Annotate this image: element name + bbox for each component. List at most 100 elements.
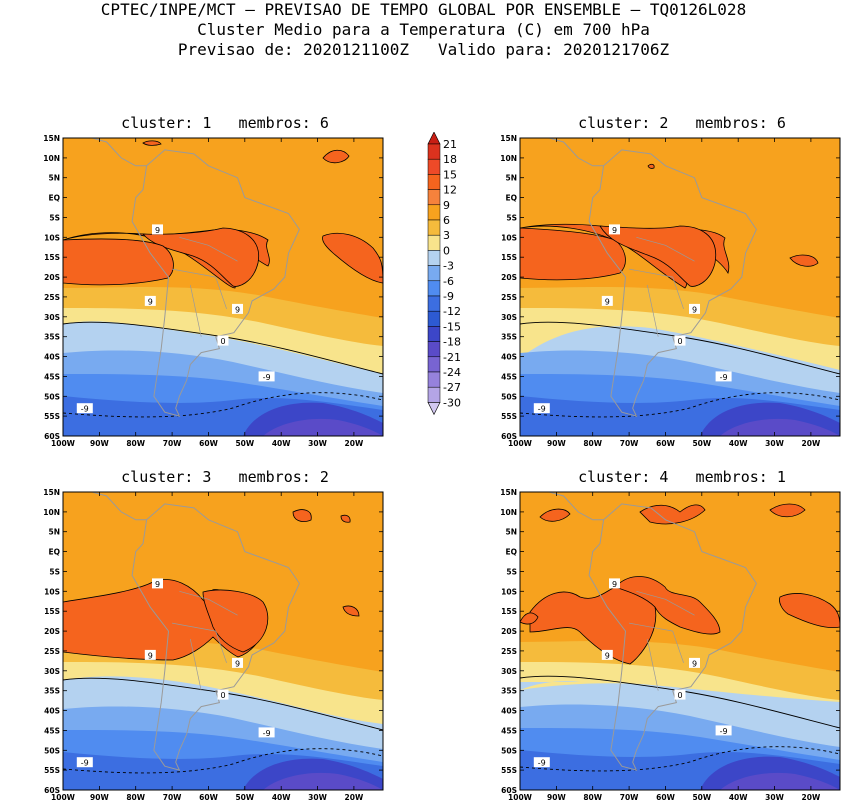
- colorbar-label: 6: [443, 214, 450, 227]
- lat-label: 35S: [44, 687, 60, 696]
- lon-label: 80W: [583, 793, 602, 802]
- contour-line-minus9: [63, 392, 383, 418]
- lat-label: 55S: [44, 766, 60, 775]
- contour-region-9: [142, 227, 260, 287]
- lat-label: 30S: [44, 667, 60, 676]
- contour-label: 0: [677, 337, 682, 346]
- contour-label-bg: [601, 295, 613, 306]
- contour-label-bg: [609, 578, 620, 589]
- lon-label: 30W: [308, 439, 327, 448]
- lat-label: 10N: [500, 508, 517, 517]
- contour-label: 9: [612, 226, 617, 235]
- contour-label: -9: [720, 373, 728, 382]
- lat-label: 50S: [501, 392, 517, 401]
- map-panel-1: 9 9 9 0 -9 -9 15N 10N 5N EQ 5S 10S 15S 20S 25S 30S 35S 40…: [43, 134, 384, 448]
- lat-label: 15S: [501, 607, 517, 616]
- contour-label: -9: [538, 759, 546, 768]
- lat-label: 5S: [49, 568, 60, 577]
- contour-label-bg: [152, 578, 163, 589]
- lat-label: EQ: [506, 548, 518, 557]
- contour-label-bg: [232, 657, 243, 668]
- field-band-minus15to-18: [263, 418, 383, 436]
- contour-label: 0: [220, 337, 225, 346]
- contour-label: -9: [263, 729, 271, 738]
- lon-label: 40W: [729, 793, 748, 802]
- lat-label: 20S: [44, 273, 60, 282]
- lon-label: 40W: [272, 439, 291, 448]
- map-title-line-1: CPTEC/INPE/MCT – PREVISAO DE TEMPO GLOBA…: [100, 0, 747, 19]
- lat-label: 55S: [501, 412, 517, 421]
- colorbar-swatch: [427, 219, 441, 236]
- lon-label: 70W: [620, 793, 639, 802]
- lat-label: 15S: [44, 253, 60, 262]
- lat-label: 10S: [501, 587, 517, 596]
- contour-line-minus9: [520, 746, 840, 772]
- coastline-central-america: [91, 138, 147, 167]
- contour-region-9: [322, 232, 383, 284]
- lat-label: 10N: [43, 154, 60, 163]
- colorbar-label: 21: [443, 138, 457, 151]
- colorbar-swatch: [427, 234, 441, 251]
- contour-region-9: [340, 514, 351, 523]
- lat-label: 35S: [501, 333, 517, 342]
- lon-label: 50W: [692, 793, 711, 802]
- lat-label: 5N: [506, 174, 518, 183]
- lat-label: 60S: [501, 432, 517, 441]
- lat-label: 55S: [44, 412, 60, 421]
- contour-label-bg: [533, 757, 550, 768]
- field-band-0to-3-west: [63, 679, 123, 702]
- contour-label: -9: [720, 727, 728, 736]
- lat-label: 5N: [49, 528, 61, 537]
- contour-label-bg: [609, 224, 620, 235]
- coastline-central-america: [548, 138, 604, 167]
- map-frame: [519, 137, 841, 437]
- lat-label: 60S: [501, 786, 517, 795]
- lat-label: 15N: [500, 134, 517, 143]
- lat-label: 30S: [501, 313, 517, 322]
- lat-label: 10S: [44, 233, 60, 242]
- lat-label: 45S: [501, 726, 517, 735]
- lon-label: 20W: [802, 793, 821, 802]
- colorbar-legend: 21 18 15 12 9 6 3 0 -3 -6 -9 -12 -15 -18 -21 -24 -27 -30: [427, 132, 461, 416]
- lon-label: 70W: [163, 793, 182, 802]
- colorbar-swatch: [427, 310, 441, 327]
- colorbar-label: -30: [443, 396, 461, 409]
- contour-region-9: [647, 163, 655, 169]
- lat-label: 30S: [44, 313, 60, 322]
- contour-label-bg: [258, 371, 275, 382]
- lat-label: 25S: [44, 293, 60, 302]
- coastline-south-america: [588, 149, 757, 417]
- contour-label-bg: [76, 757, 93, 768]
- colorbar-label: -15: [443, 320, 461, 333]
- contour-label-bg: [674, 689, 686, 700]
- contour-label: 9: [612, 580, 617, 589]
- lat-label: 10N: [500, 154, 517, 163]
- contour-label-bg: [76, 403, 93, 414]
- contour-label: 0: [220, 691, 225, 700]
- country-borders: [172, 236, 238, 337]
- lon-label: 50W: [235, 793, 254, 802]
- contour-label: -9: [81, 759, 89, 768]
- colorbar-swatch: [427, 143, 441, 160]
- lon-label: 60W: [656, 793, 675, 802]
- colorbar-label: 15: [443, 168, 457, 181]
- lat-label: 55S: [501, 766, 517, 775]
- colorbar-label: 18: [443, 153, 457, 166]
- contour-label-bg: [715, 371, 732, 382]
- lon-label: 100W: [51, 793, 76, 802]
- contour-label: 9: [155, 580, 160, 589]
- lon-label: 20W: [802, 439, 821, 448]
- lon-label: 90W: [90, 793, 109, 802]
- contour-line-minus9: [520, 392, 840, 418]
- map-panel-2: 9 9 9 0 -9 -9 15N 10N 5N EQ 5S 10S 15S 20S 25S 30S 35S 40…: [500, 134, 841, 448]
- lat-label: 20S: [501, 627, 517, 636]
- contour-label-bg: [144, 295, 156, 306]
- lon-label: 80W: [583, 439, 602, 448]
- colorbar-swatch: [427, 174, 441, 190]
- field-band-minus15to-18: [720, 772, 840, 790]
- lon-label: 50W: [235, 439, 254, 448]
- lon-label: 30W: [308, 793, 327, 802]
- colorbar-label: -12: [443, 305, 461, 318]
- country-borders: [629, 236, 695, 337]
- coastline-south-america: [131, 503, 300, 771]
